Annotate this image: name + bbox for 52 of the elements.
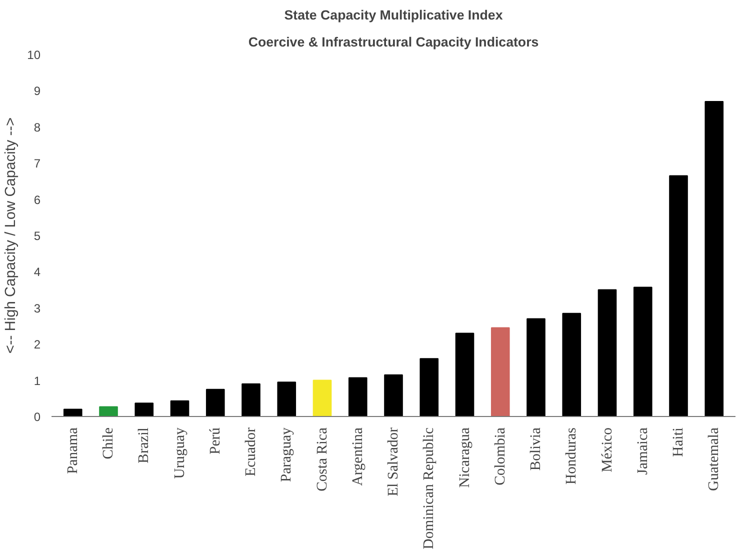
y-tick-label: 9 <box>34 84 41 98</box>
x-tick-label: Brazil <box>136 428 152 464</box>
y-tick-label: 6 <box>34 192 41 207</box>
x-tick-label: Jamaica <box>634 427 651 475</box>
bar <box>348 377 368 416</box>
x-tick-label: Argentina <box>350 427 366 486</box>
x-tick-label: Ecuador <box>243 427 259 476</box>
x-tick-label: Paraguay <box>278 426 295 482</box>
bar <box>277 382 296 416</box>
x-tick-label: Panama <box>64 427 81 474</box>
x-tick-label: Guatemala <box>706 427 722 491</box>
bar <box>312 380 332 416</box>
x-tick-label: Honduras <box>564 427 580 484</box>
y-axis-title: <-- High Capacity / Low Capacity --> <box>3 117 20 354</box>
bar <box>206 388 225 416</box>
x-tick-label: Costa Rica <box>314 427 330 492</box>
x-tick-label: El Salvador <box>386 427 402 496</box>
x-tick-label: Bolivia <box>528 427 544 471</box>
x-tick-label: Uruguay <box>172 426 188 479</box>
y-tick-label: 7 <box>34 156 41 171</box>
y-tick-label: 8 <box>34 120 41 134</box>
bar <box>420 358 439 416</box>
y-tick-label: 5 <box>34 229 41 243</box>
x-tick-label: Haiti <box>670 427 686 457</box>
bar <box>633 286 652 416</box>
y-tick-label: 0 <box>34 410 41 424</box>
x-tick-label: Nicaragua <box>456 427 473 488</box>
bar <box>490 327 510 416</box>
bar <box>384 374 403 416</box>
x-tick-label: Perú <box>207 426 224 454</box>
bar <box>170 400 190 416</box>
x-tick-label: Chile <box>100 427 116 460</box>
x-tick-label: México <box>599 427 616 472</box>
y-tick-label: 1 <box>34 374 41 388</box>
bar <box>598 289 617 416</box>
bar <box>242 383 260 416</box>
chart-subtitle: Coercive & Infrastructural Capacity Indicators <box>248 34 539 50</box>
bar <box>134 402 154 416</box>
y-tick-label: 4 <box>34 265 41 280</box>
y-tick-label: 3 <box>34 301 41 316</box>
y-tick-label: 10 <box>27 48 41 62</box>
x-tick-label: Colombia <box>492 427 508 486</box>
chart-title: State Capacity Multiplicative Index <box>284 8 504 22</box>
bar <box>562 312 582 416</box>
bar <box>526 318 546 416</box>
bar <box>669 175 688 416</box>
bar <box>704 101 724 416</box>
y-tick-label: 2 <box>34 338 41 352</box>
bar <box>99 406 118 416</box>
bar <box>63 408 82 416</box>
x-tick-label: Dominican Republic <box>421 427 438 550</box>
bar <box>455 332 474 416</box>
